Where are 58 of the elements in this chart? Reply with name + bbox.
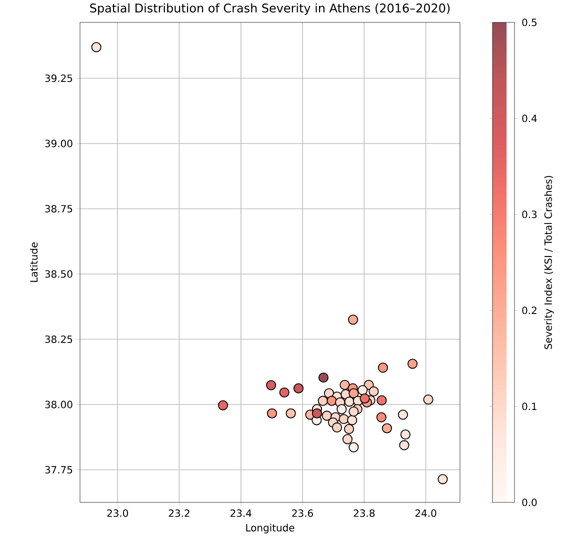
point (378, 362, 388, 373)
color-bar-label: 0.5 (522, 18, 536, 26)
y-tick-label: 39.00 (45, 140, 72, 148)
y-tick-label: 37.75 (45, 466, 72, 474)
point (336, 404, 347, 414)
point (376, 395, 387, 406)
x-tick-label: 23.8 (354, 509, 375, 517)
point (400, 429, 410, 440)
x-tick-label: 23.2 (168, 509, 190, 517)
point (358, 384, 368, 396)
point (312, 408, 322, 418)
point (266, 408, 278, 418)
point (360, 393, 370, 404)
point (338, 414, 349, 424)
point (376, 412, 386, 422)
point (332, 422, 342, 432)
point (342, 434, 353, 444)
point (286, 408, 296, 418)
point (348, 406, 359, 416)
point (318, 396, 328, 406)
point (326, 396, 337, 406)
x-tick-label: 23.4 (230, 509, 252, 517)
point (318, 372, 329, 382)
point (340, 380, 350, 390)
y-tick-label: 38.50 (45, 270, 72, 278)
x-tick-label: 23.6 (292, 509, 313, 517)
color-bar-label: 0.4 (522, 114, 537, 122)
point (398, 409, 408, 420)
point (344, 424, 354, 434)
chart-title: Spatial Distribution of Crash Severity in Athens (2016–2020) (90, 3, 450, 15)
color-bar-label: 0.3 (522, 210, 537, 218)
color-bar-title: Severity Index (KSI / Total Crashes) (544, 176, 554, 349)
color-bar-label: 0.0 (522, 498, 537, 506)
point (423, 394, 434, 404)
color-bar-label: 0.1 (522, 402, 536, 410)
point (347, 414, 358, 426)
point (344, 396, 354, 406)
point (382, 423, 392, 434)
point (218, 400, 228, 410)
point (368, 386, 379, 396)
y-tick-label: 38.00 (45, 400, 72, 408)
point (266, 380, 276, 390)
point (293, 383, 304, 394)
point (348, 388, 359, 398)
x-axis-title: Longitude (246, 524, 294, 534)
y-tick-label: 39.25 (45, 74, 72, 82)
color-bar-label: 0.2 (522, 306, 536, 314)
x-tick-label: 24.0 (415, 509, 436, 517)
y-tick-label: 38.75 (45, 204, 72, 212)
x-tick-label: 23.0 (107, 509, 128, 517)
y-tick-label: 38.25 (45, 335, 72, 343)
point (279, 387, 290, 398)
point (348, 442, 359, 452)
y-axis-title: Latitude (30, 242, 38, 282)
point (322, 410, 332, 421)
point (407, 358, 418, 369)
point (399, 440, 410, 450)
point (348, 314, 358, 325)
